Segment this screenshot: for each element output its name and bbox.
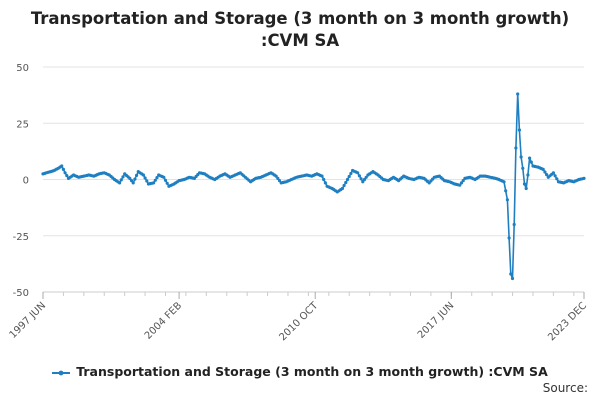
data-point[interactable] bbox=[461, 179, 465, 183]
source-label: Source: bbox=[542, 381, 588, 395]
data-point[interactable] bbox=[320, 174, 324, 178]
data-point[interactable] bbox=[135, 173, 139, 177]
data-point[interactable] bbox=[323, 181, 327, 185]
legend[interactable]: Transportation and Storage (3 month on 3… bbox=[0, 364, 600, 379]
data-point[interactable] bbox=[141, 173, 145, 177]
data-point[interactable] bbox=[364, 175, 368, 179]
chart-title: Transportation and Storage (3 month on 3… bbox=[0, 8, 600, 52]
y-axis: 50 25 0 -25 -50 bbox=[13, 63, 29, 299]
data-point[interactable] bbox=[133, 177, 137, 181]
chart-title-line-1: Transportation and Storage (3 month on 3… bbox=[30, 9, 570, 28]
series-group bbox=[41, 92, 586, 281]
data-point[interactable] bbox=[344, 180, 348, 185]
data-point[interactable] bbox=[512, 222, 516, 227]
data-point[interactable] bbox=[551, 171, 556, 175]
data-point[interactable] bbox=[553, 174, 557, 178]
data-point[interactable] bbox=[152, 181, 156, 185]
y-tick-label-0: 50 bbox=[16, 63, 29, 74]
data-point[interactable] bbox=[521, 166, 525, 170]
data-point[interactable] bbox=[541, 167, 545, 171]
chart-title-line-2: :CVM SA bbox=[260, 31, 340, 50]
data-point[interactable] bbox=[61, 167, 65, 171]
data-point[interactable] bbox=[129, 179, 134, 183]
data-point[interactable] bbox=[349, 171, 353, 176]
data-point[interactable] bbox=[519, 155, 523, 159]
data-point[interactable] bbox=[356, 171, 360, 175]
x-tick-label-3: 2017 JUN bbox=[416, 300, 457, 341]
data-point[interactable] bbox=[458, 183, 462, 187]
data-point[interactable] bbox=[516, 92, 520, 96]
data-point[interactable] bbox=[504, 189, 508, 193]
legend-label: Transportation and Storage (3 month on 3… bbox=[76, 364, 548, 379]
data-point[interactable] bbox=[555, 177, 559, 181]
x-axis: 1997 JUN 2004 FEB 2010 OCT 2017 JUN 2023 DEC bbox=[8, 291, 589, 343]
data-point[interactable] bbox=[528, 156, 532, 160]
data-point[interactable] bbox=[505, 198, 509, 202]
data-point[interactable] bbox=[342, 183, 346, 188]
x-tick-label-1: 2004 FEB bbox=[143, 300, 185, 342]
data-point[interactable] bbox=[143, 176, 147, 180]
data-point[interactable] bbox=[276, 176, 280, 180]
y-tick-label-4: -50 bbox=[13, 288, 29, 299]
data-point[interactable] bbox=[340, 186, 344, 191]
y-tick-label-1: 25 bbox=[16, 119, 29, 130]
x-tick-label-2: 2010 OCT bbox=[277, 300, 320, 343]
data-point[interactable] bbox=[118, 181, 122, 185]
data-point[interactable] bbox=[128, 176, 132, 180]
data-point[interactable] bbox=[459, 181, 464, 185]
data-point[interactable] bbox=[526, 173, 530, 177]
data-point[interactable] bbox=[357, 174, 361, 178]
data-point[interactable] bbox=[155, 176, 159, 180]
data-point[interactable] bbox=[507, 236, 511, 240]
data-point[interactable] bbox=[514, 146, 518, 150]
data-point[interactable] bbox=[517, 128, 522, 132]
y-tick-label-2: 0 bbox=[23, 176, 29, 187]
data-point[interactable] bbox=[162, 175, 166, 179]
data-point[interactable] bbox=[510, 276, 515, 281]
legend-swatch bbox=[52, 370, 71, 375]
data-point[interactable] bbox=[121, 175, 125, 179]
data-point[interactable] bbox=[529, 160, 533, 164]
data-point[interactable] bbox=[277, 179, 282, 183]
data-point[interactable] bbox=[347, 174, 351, 179]
data-point[interactable] bbox=[163, 178, 168, 182]
data-point[interactable] bbox=[509, 272, 513, 276]
data-point[interactable] bbox=[165, 181, 169, 185]
x-tick-label-4: 2023 DEC bbox=[546, 300, 589, 343]
data-point[interactable] bbox=[522, 182, 527, 186]
data-point[interactable] bbox=[545, 173, 549, 177]
data-point[interactable] bbox=[524, 186, 528, 191]
x-tick-label-0: 1997 JUN bbox=[8, 300, 49, 341]
data-point[interactable] bbox=[502, 180, 506, 184]
data-point[interactable] bbox=[345, 177, 350, 182]
data-point[interactable] bbox=[274, 174, 278, 178]
data-point[interactable] bbox=[153, 178, 157, 182]
data-point[interactable] bbox=[145, 179, 149, 183]
series-line-0 bbox=[42, 93, 585, 280]
data-point[interactable] bbox=[322, 177, 326, 182]
data-point[interactable] bbox=[359, 177, 363, 181]
data-point[interactable] bbox=[119, 178, 123, 182]
data-point[interactable] bbox=[361, 180, 365, 184]
data-point[interactable] bbox=[60, 164, 64, 168]
data-point[interactable] bbox=[131, 181, 135, 185]
y-tick-label-3: -25 bbox=[13, 232, 29, 243]
data-point[interactable] bbox=[63, 171, 67, 175]
data-point[interactable] bbox=[65, 174, 69, 178]
data-point[interactable] bbox=[543, 170, 547, 174]
data-point[interactable] bbox=[362, 177, 367, 182]
data-point[interactable] bbox=[582, 176, 586, 180]
